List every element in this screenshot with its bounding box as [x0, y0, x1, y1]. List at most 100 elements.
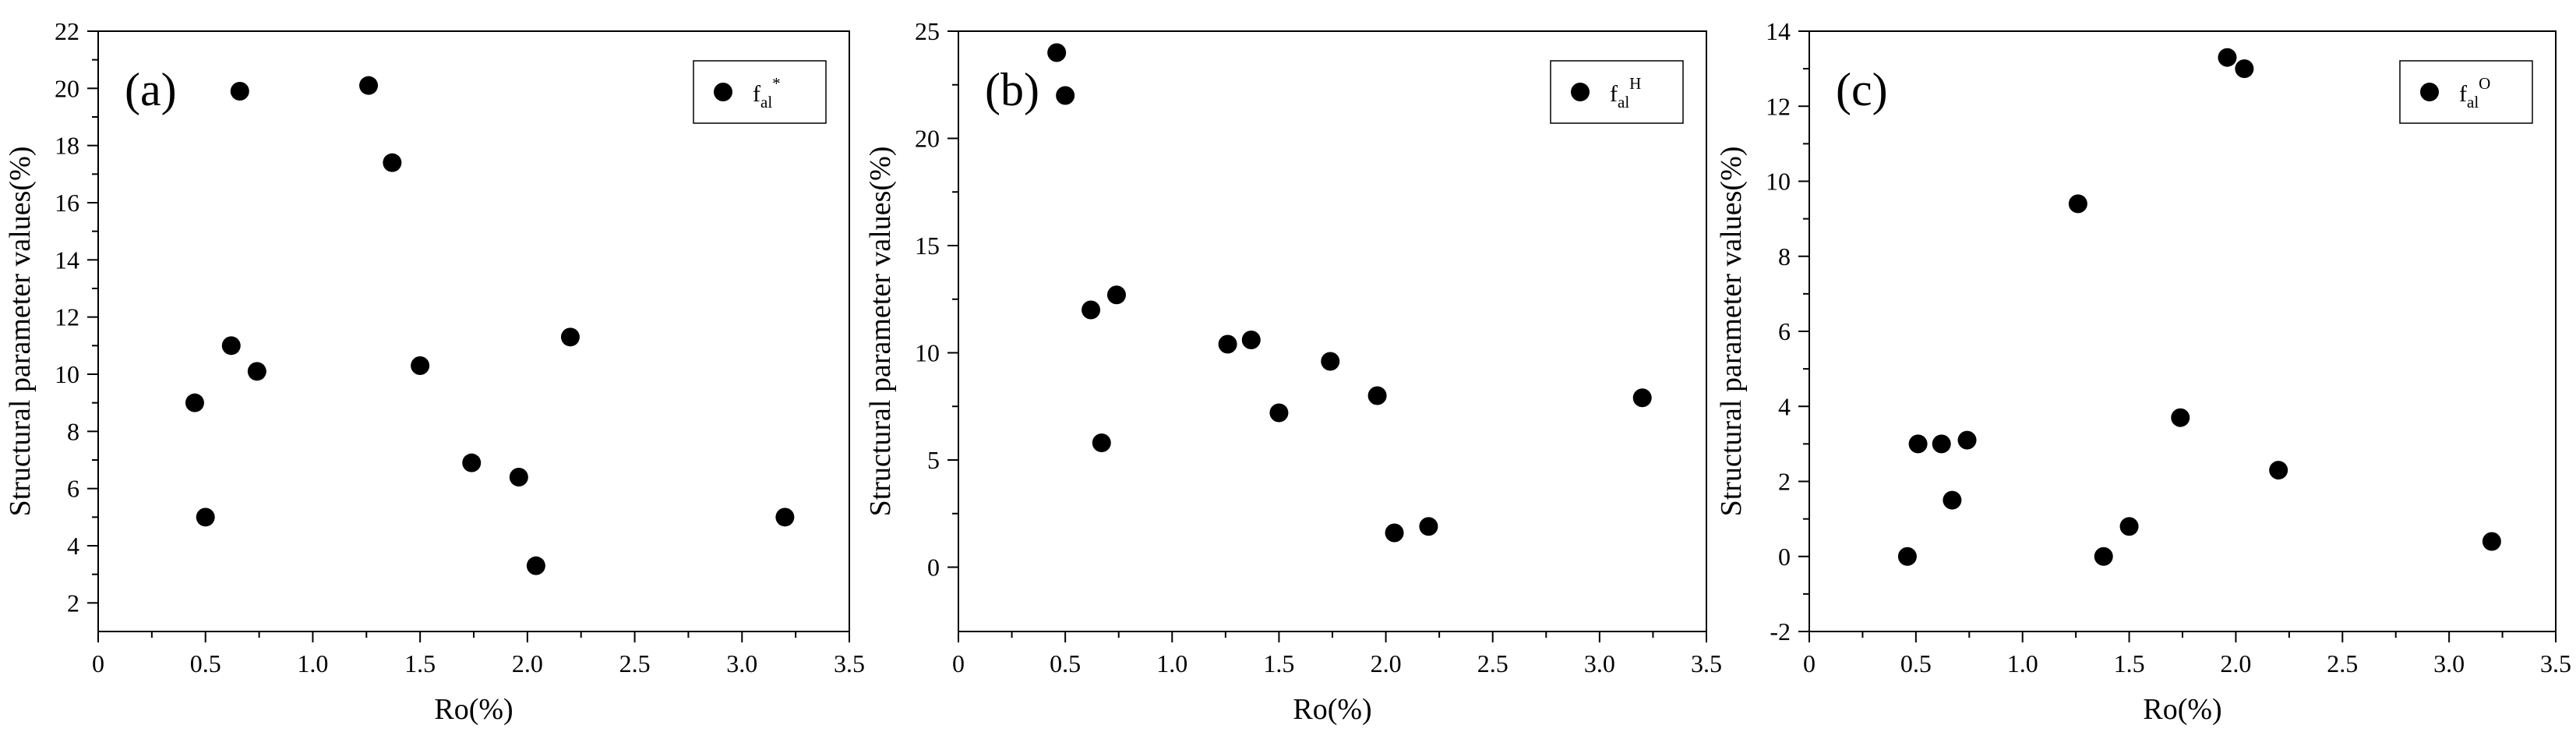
data-point	[2119, 517, 2139, 536]
x-tick-label: 3.5	[1691, 649, 1722, 677]
data-point	[1908, 434, 1928, 454]
legend-marker	[1571, 83, 1590, 101]
data-point	[1321, 352, 1340, 371]
y-tick-label: 12	[55, 303, 79, 331]
y-tick-label: -2	[1770, 617, 1791, 646]
data-point	[1943, 490, 1962, 510]
data-point	[196, 508, 215, 527]
y-tick-label: 16	[55, 189, 79, 217]
legend-label-base: f	[1610, 81, 1618, 107]
data-point	[1632, 388, 1652, 408]
y-tick-label: 10	[915, 339, 940, 367]
data-point	[2235, 59, 2254, 79]
data-point	[2269, 461, 2288, 480]
x-tick-label: 1.5	[404, 649, 436, 677]
data-point	[462, 453, 482, 472]
x-tick-label: 0	[1803, 649, 1816, 677]
y-tick-label: 4	[67, 532, 79, 560]
legend-box	[693, 60, 827, 124]
plot-frame	[958, 30, 1707, 632]
y-tick-label: 2	[67, 589, 79, 617]
data-point	[1092, 433, 1111, 452]
x-axis-title: Ro(%)	[2143, 693, 2221, 726]
chart-panel-0: 0 0.5 1.0 1.5 2.0 2.5 3.0 3.5 2 4 6 8 10 12 14 16 18 20 22…	[4, 17, 865, 726]
panel-label: (b)	[985, 64, 1039, 115]
data-point	[1932, 434, 1951, 454]
x-tick-label: 0.5	[1900, 649, 1932, 677]
x-tick-label: 2.5	[1477, 649, 1509, 677]
y-tick-label: 12	[1766, 92, 1791, 120]
x-axis-title: Ro(%)	[434, 693, 513, 726]
legend-label: fal*	[753, 74, 781, 111]
data-point	[509, 468, 528, 486]
x-tick-label: 2.5	[619, 649, 651, 677]
x-tick-label: 3.5	[2540, 649, 2571, 677]
data-point	[1056, 86, 1075, 105]
y-tick-label: 2	[1778, 468, 1791, 496]
y-tick-label: 20	[915, 125, 940, 153]
data-point	[526, 556, 545, 575]
data-point	[1269, 403, 1289, 423]
x-tick-label: 1.0	[297, 649, 328, 677]
data-point	[1367, 386, 1387, 405]
legend-label-sup: *	[772, 74, 781, 93]
data-point	[1082, 300, 1101, 320]
y-tick-label: 8	[67, 417, 79, 445]
x-tick-label: 0	[952, 649, 965, 677]
x-tick-label: 1.5	[1263, 649, 1294, 677]
legend-label: falH	[1610, 74, 1641, 111]
chart-panel-2: 0 0.5 1.0 1.5 2.0 2.5 3.0 3.5 -2 0 2 4 6 8 10 12 14 Ro(%)…	[1715, 17, 2571, 726]
data-point	[1385, 523, 1404, 543]
y-axis-title: Structural parameter values(%)	[1715, 147, 1748, 517]
x-axis-title: Ro(%)	[1293, 693, 1371, 726]
legend-marker	[2420, 83, 2439, 101]
y-tick-label: 10	[55, 360, 79, 388]
data-point	[1218, 334, 1237, 354]
data-point	[185, 393, 204, 412]
y-axis-title: Structural parameter values(%)	[864, 147, 897, 517]
x-tick-label: 0.5	[1050, 649, 1081, 677]
legend-marker	[714, 83, 732, 101]
y-tick-label: 22	[55, 17, 79, 45]
x-tick-label: 1.0	[2007, 649, 2038, 677]
y-tick-label: 20	[55, 74, 79, 102]
y-tick-label: 25	[915, 17, 940, 45]
data-point	[1241, 331, 1261, 349]
y-tick-label: 0	[927, 554, 940, 582]
y-tick-label: 10	[1766, 168, 1791, 196]
x-tick-label: 3.0	[726, 649, 757, 677]
y-tick-label: 8	[1778, 242, 1791, 271]
legend-box	[2399, 60, 2533, 124]
x-tick-label: 0.5	[190, 649, 221, 677]
y-tick-label: 15	[915, 232, 940, 260]
legend-label-sub: al	[760, 93, 772, 111]
y-tick-label: 6	[67, 475, 79, 503]
data-point	[1897, 547, 1917, 566]
panel-label: (c)	[1836, 64, 1888, 115]
legend-label-sup: O	[2479, 74, 2490, 93]
x-tick-label: 1.5	[2114, 649, 2145, 677]
data-point	[2068, 194, 2087, 214]
data-point	[2482, 532, 2501, 551]
legend-label-base: f	[753, 81, 760, 107]
y-tick-label: 14	[1766, 17, 1791, 45]
data-point	[2171, 408, 2190, 427]
y-tick-label: 4	[1778, 392, 1791, 420]
data-point	[1957, 430, 1977, 450]
chart-panel-1: 0 0.5 1.0 1.5 2.0 2.5 3.0 3.5 0 5 10 15 20 25 Ro(%) Str…	[864, 17, 1722, 726]
legend-label-sup: H	[1629, 74, 1641, 93]
data-point	[1106, 285, 1126, 305]
x-tick-label: 2.0	[1371, 649, 1402, 677]
x-tick-label: 1.0	[1156, 649, 1187, 677]
x-tick-label: 3.0	[1584, 649, 1615, 677]
data-point	[1419, 517, 1438, 536]
data-point	[359, 76, 379, 95]
x-tick-label: 2.0	[512, 649, 543, 677]
x-tick-label: 3.5	[834, 649, 865, 677]
legend-label-sub: al	[1618, 93, 1629, 111]
x-tick-label: 3.0	[2433, 649, 2465, 677]
data-point	[247, 362, 266, 381]
legend-box	[1550, 60, 1684, 124]
